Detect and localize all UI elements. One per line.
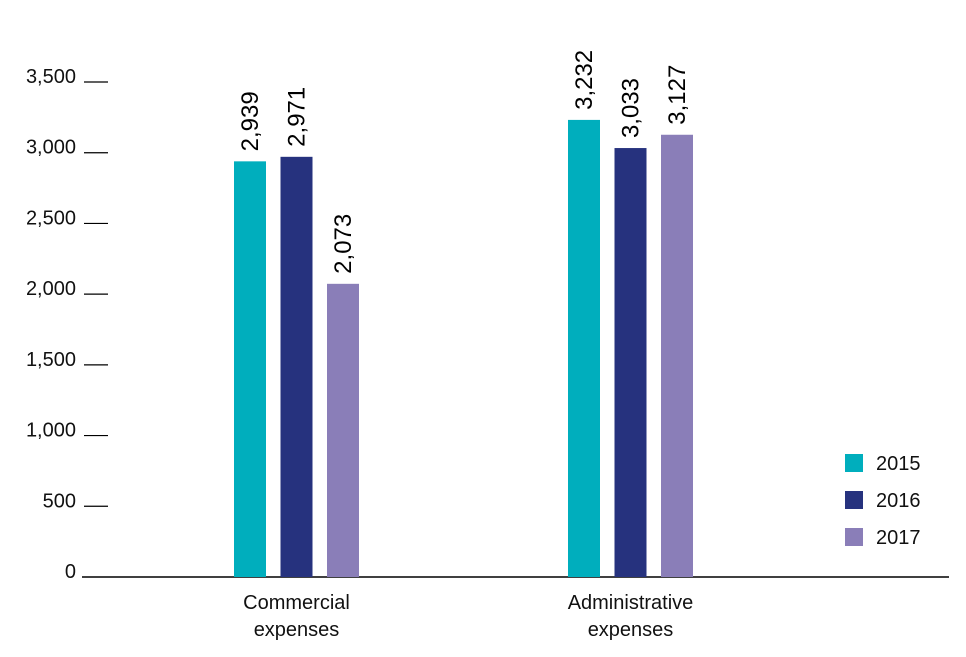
y-tick-label: 3,500 — [26, 66, 76, 88]
y-tick-label: 3,000 — [26, 137, 76, 159]
y-tick-label: 0 — [65, 561, 76, 583]
category-label: Administrative — [568, 592, 694, 614]
category-label: expenses — [588, 619, 674, 641]
legend-label: 2016 — [876, 490, 921, 512]
legend-label: 2017 — [876, 527, 921, 549]
bar-2017-1 — [661, 134, 693, 577]
value-label: 3,232 — [571, 50, 598, 110]
category-labels: Commercial expenses Administrative expenses — [243, 592, 693, 641]
y-tick-label: 1,000 — [26, 420, 76, 442]
legend-swatch — [845, 454, 863, 472]
value-label: 2,939 — [237, 91, 264, 151]
legend-label: 2015 — [876, 453, 921, 475]
value-labels: 2,939 3,232 2,971 3,033 2,073 3,127 — [237, 50, 691, 274]
value-label: 3,033 — [618, 78, 645, 138]
legend-item-2016: 2016 — [845, 490, 921, 512]
value-label: 3,127 — [664, 65, 691, 125]
y-axis: 0 500 1,000 1,500 2,000 2,500 3,000 3,500 — [26, 66, 108, 583]
legend-swatch — [845, 491, 863, 509]
bar-2016-1 — [614, 148, 647, 577]
legend: 2015 2016 2017 — [845, 453, 921, 549]
value-label: 2,073 — [330, 214, 357, 274]
y-tick-label: 2,000 — [26, 278, 76, 300]
y-tick-label: 500 — [43, 490, 76, 512]
bar-2016-0 — [280, 156, 313, 577]
bar-2017-0 — [327, 283, 359, 577]
value-label: 2,971 — [284, 87, 311, 147]
category-label: expenses — [254, 619, 340, 641]
y-tick-label: 1,500 — [26, 349, 76, 371]
legend-item-2015: 2015 — [845, 453, 921, 475]
category-label: Commercial — [243, 592, 350, 614]
legend-swatch — [845, 528, 863, 546]
legend-item-2017: 2017 — [845, 527, 921, 549]
y-tick-label: 2,500 — [26, 207, 76, 229]
bars — [234, 119, 693, 577]
bar-2015-1 — [568, 119, 600, 577]
bar-2015-0 — [234, 161, 266, 577]
